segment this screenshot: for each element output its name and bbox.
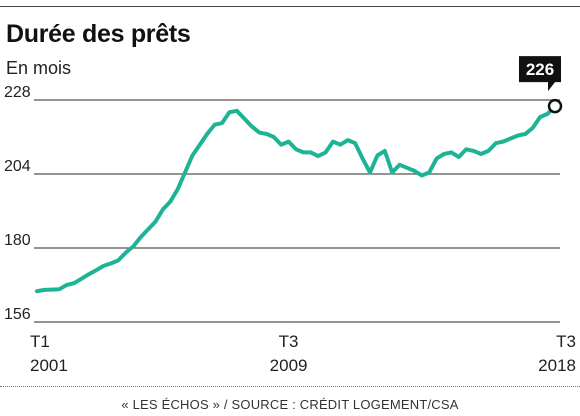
callout-box [519,56,561,92]
top-rule [0,6,580,7]
callout-label: 226 [526,60,554,79]
last-point-marker [547,98,563,114]
x-tick-year: 2001 [30,356,68,375]
x-tick-quarter: T3 [279,332,299,351]
x-tick-year: 2009 [270,356,308,375]
bottom-rule [0,386,580,388]
line-chart: 228 204 180 156 T1 2001 T3 2009 T3 2018 226 [4,56,576,375]
x-tick-quarter: T1 [30,332,50,351]
chart-subtitle: En mois [6,58,72,78]
y-tick-label: 180 [4,232,31,249]
y-tick-label: 204 [4,158,31,175]
y-tick-label: 228 [4,84,31,101]
x-tick-quarter: T3 [556,332,576,351]
y-tick-label: 156 [4,306,31,323]
gridlines [34,99,560,323]
x-tick-year: 2018 [538,356,576,375]
series-line [35,104,557,294]
source-note: « LES ÉCHOS » / SOURCE : CRÉDIT LOGEMENT… [121,397,459,412]
chart-title: Durée des prêts [6,20,191,48]
x-tick-labels: T1 2001 T3 2009 T3 2018 [30,332,576,375]
y-tick-labels: 228 204 180 156 [4,84,31,323]
last-value-callout: 226 [519,56,563,114]
